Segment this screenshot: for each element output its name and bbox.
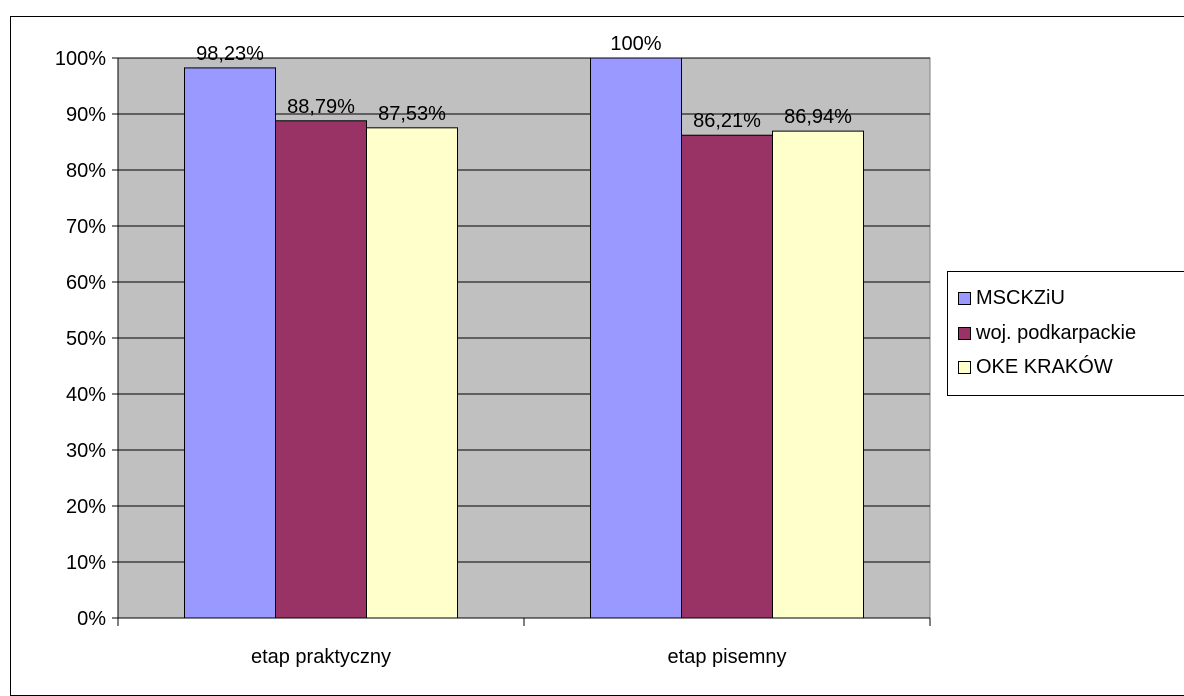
y-tick-label: 60% (66, 272, 106, 294)
data-label: 86,21% (693, 110, 761, 132)
legend-swatch-mscziu (958, 291, 971, 305)
data-label: 87,53% (378, 103, 446, 125)
legend: MSCKZiU woj. podkarpackie OKE KRAKÓW (947, 271, 1184, 396)
legend-item-oke-krakow: OKE KRAKÓW (958, 353, 1113, 381)
data-label: 86,94% (784, 106, 852, 128)
bars (184, 57, 864, 619)
y-tick-label: 20% (66, 496, 106, 518)
bar (275, 120, 367, 619)
x-tick-labels: etap praktyczny etap pisemny (251, 646, 787, 668)
legend-label-mscziu: MSCKZiU (976, 286, 1065, 309)
legend-swatch-oke-krakow (958, 360, 971, 374)
data-labels: 98,23% 88,79% 87,53% 100% 86,21% 86,94% (196, 33, 852, 132)
axes (117, 58, 931, 626)
data-label: 88,79% (287, 96, 355, 118)
bar (590, 57, 682, 619)
y-tick-label: 0% (77, 608, 106, 630)
legend-swatch-woj-podkarpackie (958, 326, 971, 340)
bar (366, 127, 458, 619)
data-label: 100% (610, 33, 661, 55)
y-tick-label: 70% (66, 216, 106, 238)
legend-label-oke-krakow: OKE KRAKÓW (976, 355, 1113, 378)
y-tick-label: 30% (66, 440, 106, 462)
bar (772, 130, 864, 619)
bar (184, 67, 276, 619)
y-tick-labels: 0% 10% 20% 30% 40% 50% 60% 70% 80% 90% 100% (55, 48, 106, 630)
legend-item-woj-podkarpackie: woj. podkarpackie (958, 319, 1136, 347)
x-tick-label: etap praktyczny (251, 646, 391, 668)
legend-label-woj-podkarpackie: woj. podkarpackie (976, 321, 1137, 344)
data-label: 98,23% (196, 43, 264, 65)
y-tick-label: 40% (66, 384, 106, 406)
y-tick-label: 100% (55, 48, 106, 70)
y-tick-label: 10% (66, 552, 106, 574)
legend-item-mscziu: MSCKZiU (958, 284, 1065, 312)
y-tick-label: 80% (66, 160, 106, 182)
y-tick-label: 90% (66, 104, 106, 126)
bar (681, 134, 773, 619)
y-tick-label: 50% (66, 328, 106, 350)
x-tick-label: etap pisemny (668, 646, 787, 668)
